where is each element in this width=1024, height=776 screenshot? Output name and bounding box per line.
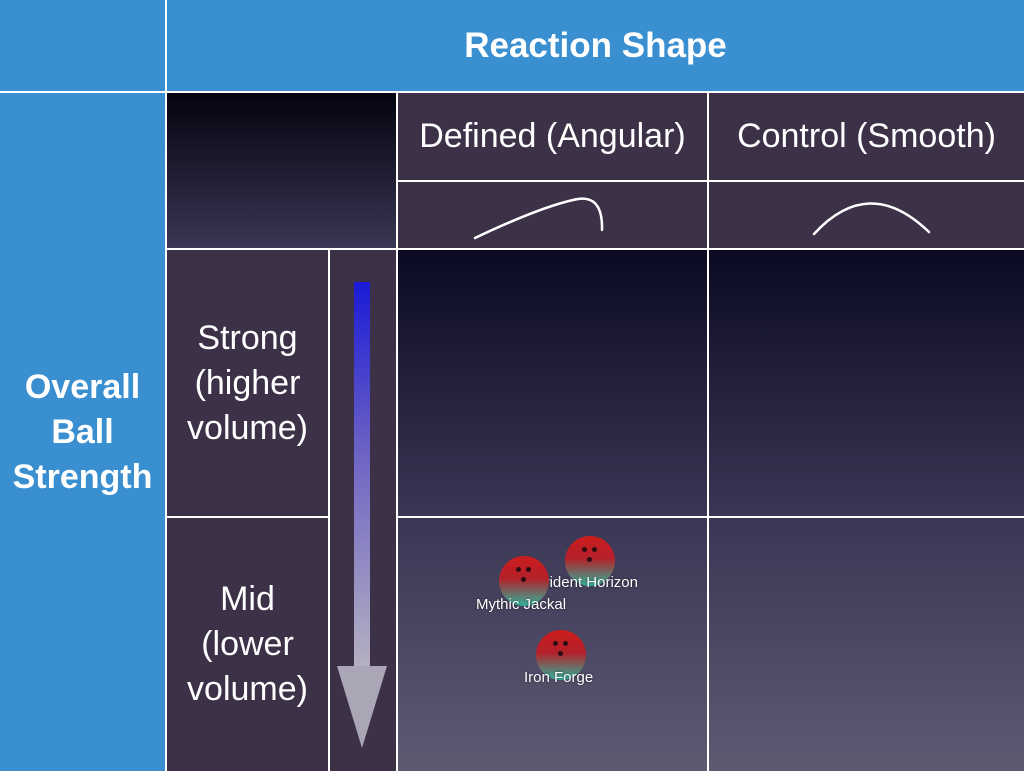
overall-ball-strength-header: Overall Ball Strength bbox=[0, 93, 165, 771]
cell-mid-control bbox=[709, 518, 1024, 771]
ball-label-mythic-jackal: Mythic Jackal bbox=[476, 596, 567, 613]
corner-cell bbox=[0, 0, 165, 91]
angular-curve-icon bbox=[473, 197, 604, 240]
row-header-mid: Mid (lower volume) bbox=[167, 518, 328, 771]
column-label-control: Control (Smooth) bbox=[737, 117, 996, 155]
bowling-ball-icon bbox=[499, 556, 549, 606]
empty-top-left-cell bbox=[167, 93, 396, 248]
smooth-curve-icon bbox=[812, 202, 931, 236]
ball-label-iron-forge: Iron Forge bbox=[524, 669, 594, 686]
curve-cell-defined bbox=[398, 182, 707, 248]
cell-mid-defined: Trident Horizon Mythic Jackal Iron Forge bbox=[398, 518, 707, 771]
row-label-mid: Mid (lower volume) bbox=[187, 580, 308, 708]
bowling-ball-icon bbox=[565, 536, 615, 586]
strength-arrow-cell bbox=[330, 250, 396, 771]
ball-label-trident-horizon: Trident Horizon bbox=[536, 574, 638, 591]
row-header-strong: Strong (higher volume) bbox=[167, 250, 328, 516]
reaction-shape-title: Reaction Shape bbox=[464, 25, 727, 65]
column-label-defined: Defined (Angular) bbox=[419, 117, 686, 155]
column-header-control: Control (Smooth) bbox=[709, 93, 1024, 180]
overall-ball-strength-title: Overall Ball Strength bbox=[12, 367, 153, 496]
bowling-ball-icon bbox=[536, 630, 586, 680]
reaction-shape-header: Reaction Shape bbox=[167, 0, 1024, 91]
column-header-defined: Defined (Angular) bbox=[398, 93, 707, 180]
curve-cell-control bbox=[709, 182, 1024, 248]
strength-arrow-icon bbox=[337, 282, 387, 748]
row-label-strong: Strong (higher volume) bbox=[187, 318, 308, 447]
cell-strong-defined bbox=[398, 250, 707, 516]
cell-strong-control bbox=[709, 250, 1024, 516]
